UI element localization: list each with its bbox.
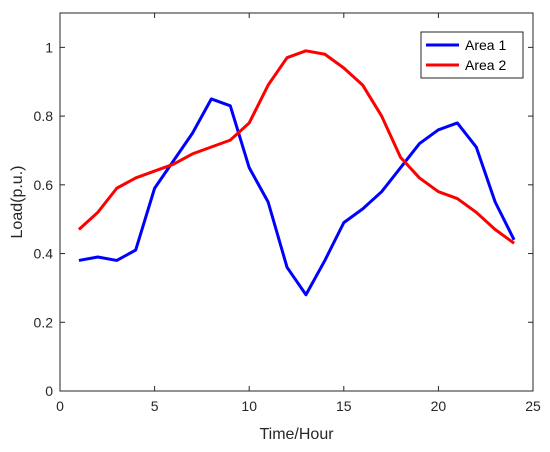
legend: Area 1 Area 2 — [420, 31, 524, 79]
x-tick-label: 25 — [525, 398, 541, 414]
y-tick-label: 0.2 — [34, 314, 54, 330]
ticks: 0 5 10 15 20 25 0 0.2 0.4 0.6 0.8 1 — [34, 13, 541, 414]
x-tick-label: 15 — [336, 398, 352, 414]
x-tick-label: 20 — [431, 398, 447, 414]
y-axis-label: Load(p.u.) — [9, 166, 26, 239]
plot-area-box — [59, 12, 534, 392]
legend-box — [420, 31, 524, 79]
x-tick-label: 10 — [241, 398, 257, 414]
series-lines — [77, 49, 516, 297]
legend-label: Area 1 — [465, 37, 506, 53]
legend-label: Area 2 — [465, 57, 506, 73]
x-axis-label: Time/Hour — [259, 426, 334, 443]
y-tick-label: 0 — [45, 383, 53, 399]
y-tick-label: 0.4 — [34, 246, 54, 262]
series-line-area-2 — [77, 49, 515, 245]
x-tick-label: 0 — [56, 398, 64, 414]
axes-frame — [59, 12, 534, 392]
y-tick-label: 1 — [45, 39, 53, 55]
series-line-area-1 — [78, 97, 516, 297]
y-tick-label: 0.8 — [34, 108, 54, 124]
x-tick-label: 5 — [151, 398, 159, 414]
y-tick-label: 0.6 — [34, 177, 54, 193]
